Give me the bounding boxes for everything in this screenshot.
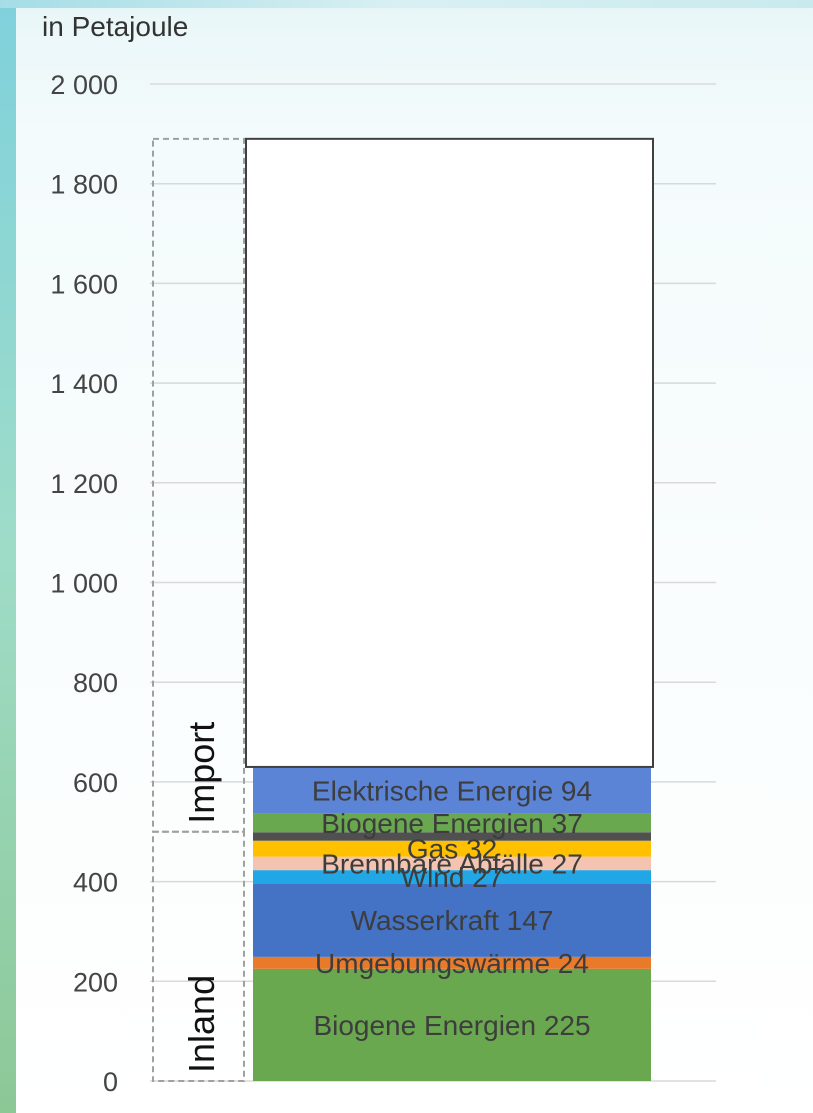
y-tick-label: 600 xyxy=(73,768,118,798)
bar-segment xyxy=(253,968,651,1081)
bar-segment xyxy=(253,766,651,814)
y-tick-label: 2 000 xyxy=(50,70,118,100)
segment-label: Elektrische Energie 94 xyxy=(312,775,592,806)
background-edge-left xyxy=(0,0,16,1113)
bar-segment xyxy=(245,137,654,768)
y-tick-label: 0 xyxy=(103,1067,118,1097)
segment-label: Brennbare Abfälle 27 xyxy=(321,848,583,879)
y-tick-label: 1 800 xyxy=(50,170,118,200)
segment-label: Umgebungswärme 24 xyxy=(315,948,589,979)
y-tick-label: 200 xyxy=(73,967,118,997)
segment-label: Gas 32 xyxy=(407,834,497,865)
y-tick-label: 1 000 xyxy=(50,569,118,599)
y-tick-label: 400 xyxy=(73,868,118,898)
background-edge-top xyxy=(0,0,813,8)
group-label: Inland xyxy=(181,975,222,1073)
bar-segment xyxy=(253,870,651,884)
y-axis-unit-label: in Petajoule xyxy=(42,11,188,42)
bar-segment xyxy=(253,813,651,833)
segment-label: Wind 27 xyxy=(401,862,504,893)
y-tick-label: 1 200 xyxy=(50,469,118,499)
bar-segment xyxy=(253,840,651,857)
y-tick-label: 800 xyxy=(73,668,118,698)
group-bracket xyxy=(152,137,245,833)
group-bracket xyxy=(152,830,245,1082)
bar-segment xyxy=(253,856,651,871)
bar-segment xyxy=(253,956,651,969)
group-label: Import xyxy=(181,722,222,824)
segment-label: Biogene Energien 37 xyxy=(321,808,583,839)
segment-label: Biogene Energien 225 xyxy=(313,1010,590,1041)
group-brackets: Inland Import xyxy=(152,137,245,1082)
segment-label: Wasserkraft 147 xyxy=(351,905,554,936)
bar-segment xyxy=(253,883,651,957)
y-tick-label: 1 600 xyxy=(50,269,118,299)
y-tick-labels: 0 200 400 600 800 1 000 1 200 1 400 1 600 1 800 2 … xyxy=(50,70,118,1097)
bar-segment xyxy=(253,832,651,841)
y-tick-label: 1 400 xyxy=(50,369,118,399)
bar-segments xyxy=(245,137,654,1081)
segment-labels: Biogene Energien 225 Umgebungswärme 24 Was… xyxy=(312,775,592,1041)
